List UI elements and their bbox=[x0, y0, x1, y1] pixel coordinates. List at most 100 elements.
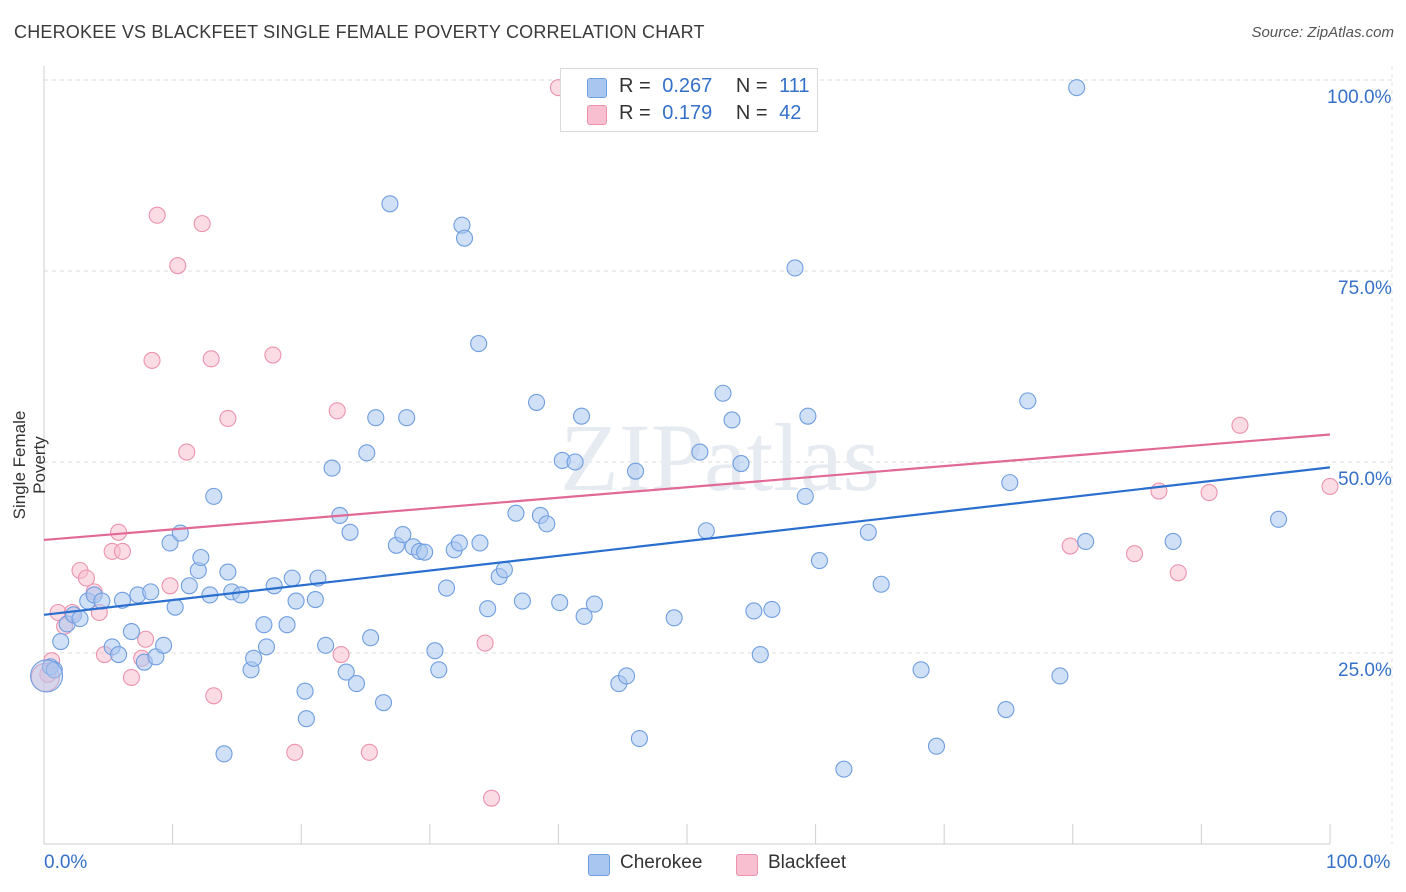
cherokee-point bbox=[912, 661, 930, 679]
cherokee-point bbox=[665, 609, 683, 627]
blackfeet-point bbox=[113, 542, 131, 560]
blackfeet-point bbox=[360, 743, 378, 761]
cherokee-point bbox=[155, 636, 173, 654]
cherokee-point bbox=[691, 443, 709, 461]
cherokee-point bbox=[872, 575, 890, 593]
cherokee-point bbox=[835, 760, 853, 778]
cherokee-swatch bbox=[587, 78, 607, 98]
cherokee-point bbox=[426, 642, 444, 660]
legend-n-value: 42 bbox=[779, 102, 802, 124]
cherokee-point bbox=[1051, 667, 1069, 685]
legend-n-label: N = bbox=[735, 75, 768, 97]
cherokee-point bbox=[180, 577, 198, 595]
axes bbox=[43, 66, 1331, 845]
cherokee-point bbox=[799, 407, 817, 425]
cherokee-point bbox=[751, 645, 769, 664]
cherokee-point bbox=[398, 409, 416, 427]
cherokee-point-cluster bbox=[30, 659, 64, 693]
y-tick-label-50: 50.0% bbox=[1338, 469, 1392, 490]
cherokee-point bbox=[551, 594, 569, 612]
blackfeet-point bbox=[205, 687, 223, 705]
cherokee-point bbox=[1068, 79, 1086, 97]
cherokee-point bbox=[219, 563, 237, 581]
cherokee-point bbox=[430, 661, 448, 679]
blackfeet-point bbox=[77, 569, 95, 587]
cherokee-point bbox=[630, 730, 648, 748]
cherokee-point bbox=[323, 459, 341, 477]
legend-r-value: 0.179 bbox=[662, 102, 713, 124]
blackfeet-point bbox=[1061, 537, 1079, 555]
cherokee-point bbox=[245, 649, 263, 667]
x-tick-label-min: 0.0% bbox=[44, 852, 88, 873]
blackfeet-point bbox=[161, 577, 179, 595]
cherokee-point bbox=[161, 534, 179, 552]
blackfeet-point bbox=[148, 206, 166, 224]
blackfeet-point bbox=[286, 743, 304, 761]
cherokee-point bbox=[527, 393, 546, 411]
cherokee-point bbox=[471, 534, 489, 552]
cherokee-point bbox=[71, 610, 89, 628]
blackfeet-point bbox=[1125, 545, 1144, 563]
cherokee-point bbox=[763, 600, 781, 619]
cherokee-point bbox=[205, 487, 223, 505]
cherokee-point bbox=[265, 577, 283, 595]
cherokee-swatch bbox=[588, 854, 610, 876]
cherokee-point bbox=[585, 595, 603, 613]
blackfeet-point bbox=[476, 634, 494, 652]
blackfeet-point bbox=[202, 350, 220, 368]
cherokee-point bbox=[52, 632, 70, 651]
chart-title: CHEROKEE VS BLACKFEET SINGLE FEMALE POVE… bbox=[14, 22, 705, 42]
cherokee-point bbox=[257, 638, 276, 656]
cherokee-point bbox=[697, 522, 715, 540]
cherokee-point bbox=[142, 583, 160, 601]
cherokee-point bbox=[1001, 474, 1019, 492]
cherokee-point bbox=[287, 592, 305, 610]
cherokee-point bbox=[122, 623, 140, 641]
cherokee-point bbox=[110, 645, 128, 664]
cherokee-point bbox=[513, 592, 531, 610]
cherokee-point bbox=[1019, 392, 1037, 410]
cherokee-point bbox=[278, 616, 296, 634]
cherokee-point bbox=[341, 523, 359, 541]
blackfeet-point bbox=[143, 351, 161, 369]
cherokee-point bbox=[367, 409, 385, 427]
cherokee-point bbox=[859, 523, 877, 541]
cherokee-point bbox=[714, 384, 732, 402]
cherokee-point bbox=[416, 543, 434, 561]
cherokee-point bbox=[347, 675, 366, 693]
cherokee-point bbox=[470, 335, 488, 353]
legend-n-label: N = bbox=[735, 102, 768, 124]
blackfeet-point bbox=[193, 215, 211, 233]
cherokee-point bbox=[381, 195, 399, 213]
cherokee-point bbox=[1164, 532, 1182, 551]
blackfeet-point bbox=[264, 346, 282, 364]
cherokee-point bbox=[166, 598, 184, 616]
blackfeet-point bbox=[178, 443, 196, 461]
legend-r-label: R = bbox=[619, 102, 651, 124]
cherokee-point bbox=[479, 600, 497, 618]
cherokee-point bbox=[732, 454, 750, 473]
cherokee-point bbox=[796, 487, 814, 505]
cherokee-point bbox=[1077, 532, 1095, 551]
legend-r-label: R = bbox=[619, 75, 651, 97]
cherokee-point bbox=[572, 407, 591, 425]
cherokee-point bbox=[810, 552, 829, 570]
cherokee-point bbox=[358, 444, 376, 462]
cherokee-point bbox=[232, 586, 250, 604]
legend-n-value: 111 bbox=[779, 75, 810, 97]
blackfeet-point bbox=[1200, 484, 1218, 502]
blackfeet-point bbox=[332, 645, 350, 664]
cherokee-point bbox=[255, 616, 273, 634]
cherokee-point bbox=[538, 515, 556, 533]
blackfeet-swatch bbox=[587, 105, 607, 125]
y-tick-label-100: 100.0% bbox=[1327, 87, 1392, 108]
cherokee-point bbox=[997, 700, 1015, 719]
cherokee-point bbox=[297, 710, 315, 728]
blackfeet-trend-line bbox=[43, 433, 1331, 542]
cherokee-point bbox=[566, 453, 584, 471]
cherokee-point bbox=[627, 462, 645, 480]
blackfeet-point bbox=[1169, 564, 1187, 582]
cherokee-point bbox=[215, 745, 233, 763]
cherokee-point bbox=[455, 229, 474, 247]
